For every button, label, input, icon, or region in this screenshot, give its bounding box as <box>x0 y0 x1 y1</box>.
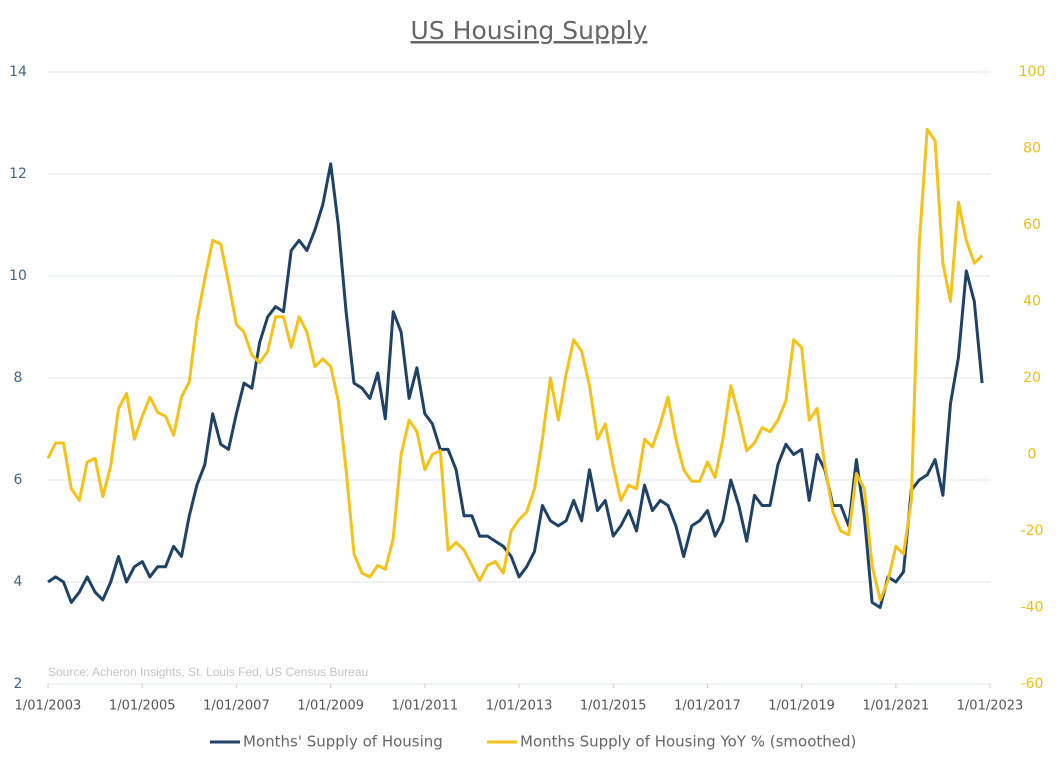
chart-title: US Housing Supply <box>411 16 648 45</box>
x-tick-label: 1/01/2003 <box>15 699 82 714</box>
x-tick-label: 1/01/2015 <box>580 699 647 714</box>
y2-tick-label: 20 <box>1023 370 1041 386</box>
y-tick-label: 4 <box>14 574 23 590</box>
series-line <box>46 127 984 602</box>
y2-tick-label: 0 <box>1028 447 1037 463</box>
x-tick-label: 1/01/2009 <box>297 699 364 714</box>
y2-tick-label: 60 <box>1023 217 1041 233</box>
y-tick-label: 2 <box>14 676 23 692</box>
x-tick-label: 1/01/2019 <box>768 699 835 714</box>
x-tick-label: 1/01/2013 <box>486 699 553 714</box>
x-tick-label: 1/01/2011 <box>391 699 458 714</box>
y2-tick-label: 40 <box>1023 294 1041 310</box>
y2-tick-label: 100 <box>1019 64 1046 80</box>
source-note: Source: Acheron Insights, St. Louis Fed,… <box>48 665 368 679</box>
y2-tick-label: -40 <box>1021 600 1044 616</box>
y-tick-label: 6 <box>14 472 23 488</box>
y-tick-label: 12 <box>9 166 27 182</box>
x-tick-label: 1/01/2017 <box>674 699 741 714</box>
y2-tick-label: -20 <box>1021 523 1044 539</box>
y-tick-label: 14 <box>9 64 27 80</box>
x-tick-label: 1/01/2023 <box>957 699 1024 714</box>
y2-tick-label: -60 <box>1021 676 1044 692</box>
x-tick-label: 1/01/2007 <box>203 699 270 714</box>
x-tick-label: 1/01/2005 <box>109 699 176 714</box>
y-tick-label: 8 <box>14 370 23 386</box>
legend-label: Months Supply of Housing YoY % (smoothed… <box>520 733 856 751</box>
y2-tick-label: 80 <box>1023 141 1041 157</box>
legend-label: Months' Supply of Housing <box>243 733 443 751</box>
x-tick-label: 1/01/2021 <box>863 699 930 714</box>
y-tick-label: 10 <box>9 268 27 284</box>
